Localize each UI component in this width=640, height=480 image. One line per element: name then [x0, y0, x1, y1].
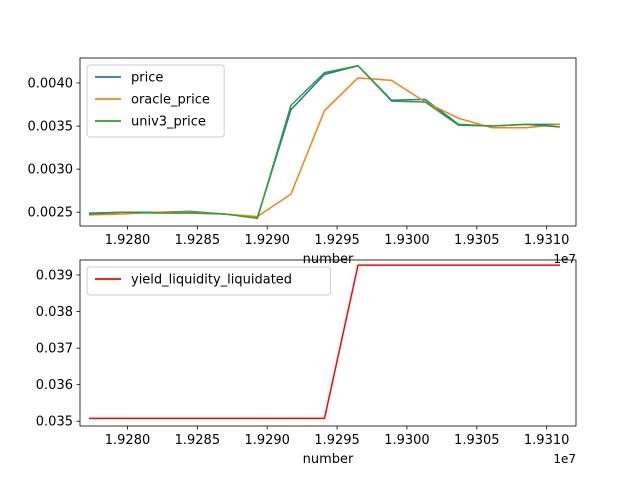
y-tick-label: 0.039 [36, 268, 73, 283]
x-tick-label: 1.9280 [105, 433, 151, 448]
chart-1: 1.9280 1.9285 1.9290 1.9295 1.9300 1.9305 1.93… [28, 57, 577, 267]
legend-entry: yield_liquidity_liquidated [131, 273, 292, 288]
x-tick-label: 1.9300 [384, 433, 430, 448]
y-tick-label: 0.038 [36, 305, 73, 320]
y-tick-label: 0.037 [36, 342, 73, 357]
x-tick-label: 1.9295 [314, 233, 360, 248]
x-tick-label: 1.9300 [384, 233, 430, 248]
x-tick-label: 1.9310 [524, 233, 570, 248]
y-tick-label: 0.036 [36, 378, 73, 393]
x-tick-label: 1.9305 [454, 233, 500, 248]
x-tick-label: 1.9285 [175, 433, 221, 448]
x-tick-label: 1.9305 [454, 433, 500, 448]
series-line-oracle-price [89, 77, 561, 218]
x-offset-label: 1e7 [553, 452, 576, 466]
y-tick-label: 0.0025 [28, 206, 74, 221]
plot-frame [79, 57, 577, 227]
legend-entry: oracle_price [131, 93, 210, 108]
x-tick-label: 1.9295 [314, 433, 360, 448]
x-tick-label: 1.9280 [105, 233, 151, 248]
x-tick-label: 1.9285 [175, 233, 221, 248]
legend-entry: univ3_price [131, 115, 206, 130]
y-tick-label: 0.0035 [28, 120, 74, 135]
x-axis-label: number [303, 452, 354, 467]
legend-box [86, 64, 225, 138]
y-tick-label: 0.0040 [28, 76, 74, 91]
y-tick-label: 0.035 [36, 415, 73, 430]
x-offset-label: 1e7 [553, 252, 576, 266]
legend-entry: price [131, 71, 163, 86]
chart-2: 1.9280 1.9285 1.9290 1.9295 1.9300 1.9305 1.93… [36, 259, 577, 467]
y-tick-label: 0.0030 [28, 163, 74, 178]
x-tick-label: 1.9290 [244, 433, 290, 448]
x-tick-label: 1.9310 [524, 433, 570, 448]
series-line-univ3-price [88, 65, 561, 219]
legend-box [86, 266, 332, 296]
x-tick-label: 1.9290 [244, 233, 290, 248]
series-line-yield-liquidity-liquidated [89, 264, 560, 420]
plot-frame [79, 259, 577, 427]
x-axis-label: number [303, 252, 354, 267]
